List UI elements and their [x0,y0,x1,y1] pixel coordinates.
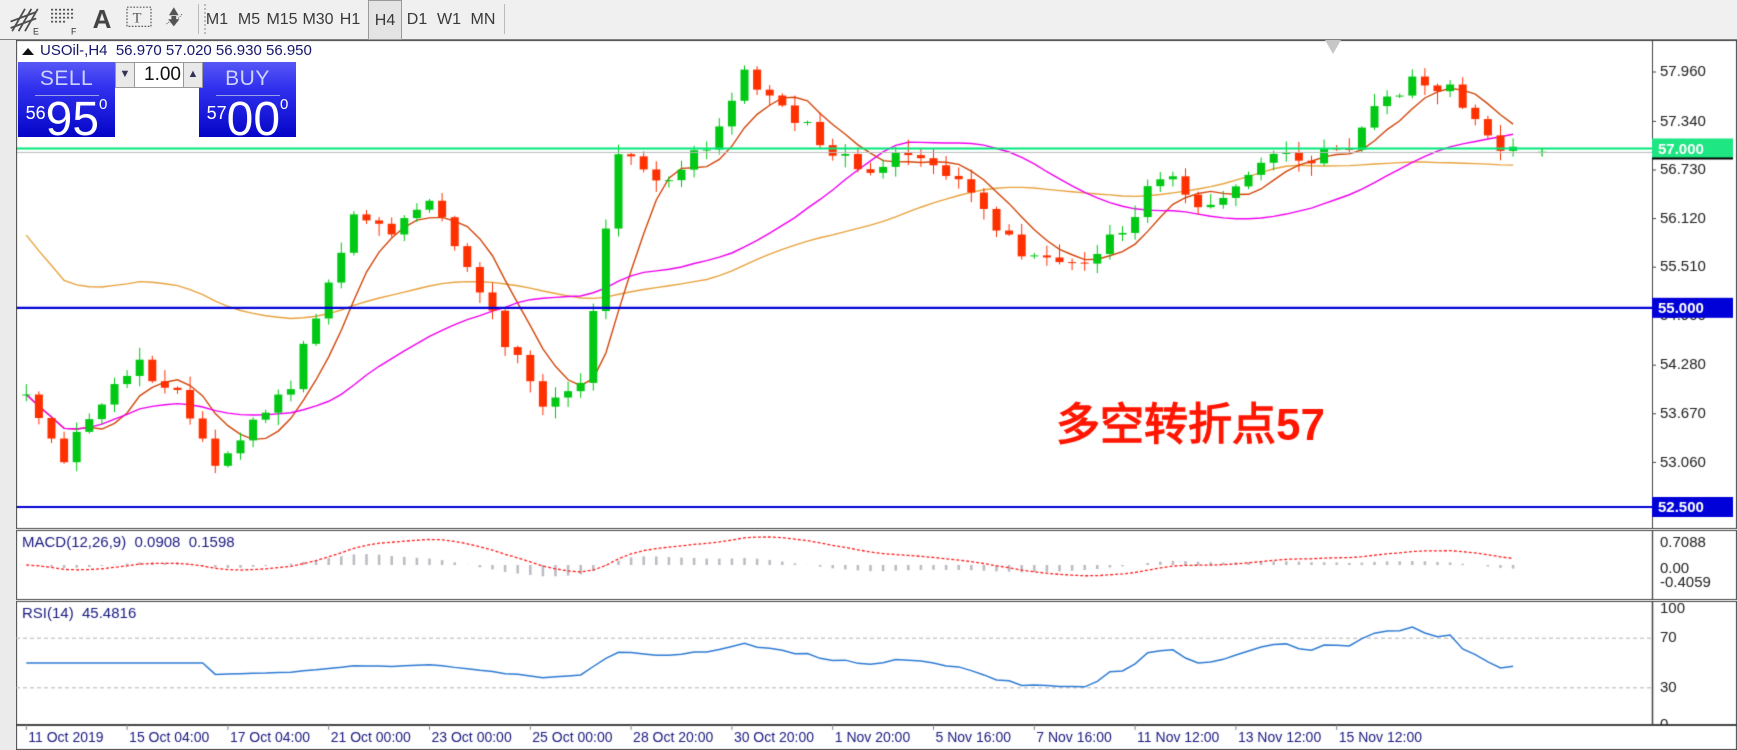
svg-text:E: E [33,26,39,36]
svg-text:F: F [71,26,77,36]
svg-text:T: T [133,10,142,26]
